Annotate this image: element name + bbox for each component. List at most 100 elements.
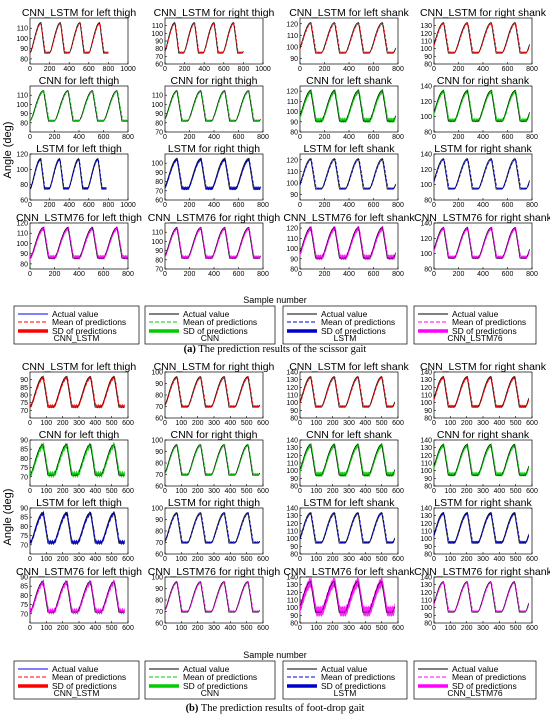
x-tick-label: 400 [73,271,85,278]
x-tick-label: 0 [298,134,302,141]
y-tick-label: 120 [420,590,432,597]
actual-series-line [299,22,396,54]
x-tick-label: 400 [343,66,355,73]
legend-actual-label: Actual value [321,664,368,674]
y-tick-label: 100 [151,506,163,513]
subplot-title: CNN_LSTM76 for left thigh [16,566,142,578]
y-tick-label: 110 [287,99,298,106]
x-tick-label: 0 [163,202,167,209]
y-tick-label: 110 [421,598,432,605]
mean-prediction-line [299,580,396,614]
legend-model-name: CNN [201,688,219,698]
actual-series-line [299,376,396,408]
x-tick-label: 400 [89,420,101,427]
subplot-title: CNN_LSTM for left thigh [22,361,137,373]
subplot-a-1-2: CNN for left shank 0 200 400 600 800 80 90 100 11… [286,75,404,141]
subplot-a-0-0: CNN_LSTM for left thigh 0 200 400 600 800 1000… [16,7,136,73]
y-tick-label: 80 [20,182,28,189]
mean-prediction-line [164,22,244,53]
y-tick-label: 75 [20,533,28,540]
x-tick-label: 600 [392,488,404,495]
y-tick-label: 110 [17,231,28,238]
mean-prediction-line [433,158,530,189]
actual-series-line [29,376,125,408]
x-tick-label: 600 [233,202,245,209]
x-tick-label: 200 [184,134,196,141]
actual-series-line [29,90,128,122]
x-tick-label: 800 [103,202,115,209]
y-tick-label: 100 [420,114,432,121]
subplot-b-0-0: CNN_LSTM for left thigh 0 100 200 300 400 500 6… [20,361,136,427]
y-tick-label: 80 [424,552,432,559]
plot-frame [164,576,264,624]
x-tick-label: 100 [444,556,456,563]
subplot-title: CNN_LSTM for right thigh [154,7,275,19]
y-axis-label-b: Angle (deg) [2,489,14,546]
subplot-a-3-1: CNN_LSTM76 for right thigh 0 200 400 600 800 7… [148,212,281,278]
y-tick-label: 130 [286,445,298,452]
legend-sd-label: SD of predictions [452,326,517,336]
x-tick-label: 100 [175,488,187,495]
x-tick-label: 300 [73,488,85,495]
x-tick-label: 600 [368,202,380,209]
x-tick-label: 800 [238,66,250,73]
y-tick-label: 90 [155,170,163,177]
x-tick-label: 0 [163,420,167,427]
x-tick-label: 0 [28,556,32,563]
x-tick-label: 500 [241,625,253,632]
plot-frame [299,507,399,555]
legend-mean-label: Mean of predictions [452,317,526,327]
y-tick-label: 90 [155,586,163,593]
y-tick-label: 100 [286,180,298,187]
y-tick-label: 100 [420,400,432,407]
mean-prediction-line [29,226,129,259]
y-tick-label: 80 [424,621,432,628]
subplot-title: CNN for right thigh [171,75,258,87]
y-tick-label: 60 [155,621,163,628]
x-tick-label: 400 [63,202,75,209]
x-tick-label: 600 [526,625,538,632]
x-tick-label: 600 [122,556,134,563]
x-tick-label: 800 [257,134,269,141]
x-tick-label: 0 [28,202,32,209]
x-tick-label: 100 [40,625,52,632]
x-tick-label: 600 [502,134,514,141]
plot-frame [299,371,399,419]
subplot-title: LSTM for left thigh [36,143,122,155]
subplot-a-2-2: LSTM for left shank 0 200 400 600 800 90 100 110… [286,143,404,209]
y-tick-label: 120 [420,167,432,174]
y-tick-label: 110 [152,23,163,30]
y-tick-label: 90 [20,111,28,118]
x-tick-label: 0 [28,271,32,278]
y-tick-label: 90 [290,119,298,126]
x-tick-label: 800 [122,271,134,278]
y-tick-label: 70 [155,54,163,61]
legend-actual-label: Actual value [321,309,368,319]
subplot-title: CNN for left shank [306,75,393,87]
legend-model-name: LSTM [334,333,357,343]
y-tick-label: 90 [155,248,163,255]
y-tick-label: 100 [420,605,432,612]
y-tick-label: 70 [20,474,28,481]
subplot-a-3-3: CNN_LSTM76 for right shank 0 200 400 600 800 8… [414,212,550,278]
x-tick-label: 300 [477,625,489,632]
actual-series-line [29,22,109,54]
mean-prediction-line [29,375,125,408]
y-tick-label: 120 [286,385,298,392]
plot-frame [164,439,264,487]
mean-prediction-line [29,579,126,614]
legend-actual-label: Actual value [452,664,499,674]
y-tick-label: 100 [16,102,28,109]
x-tick-label: 600 [122,625,134,632]
plot-frame [299,153,399,201]
y-tick-label: 90 [20,251,28,258]
y-tick-label: 80 [424,62,432,69]
y-tick-label: 70 [20,408,28,415]
y-tick-label: 90 [155,39,163,46]
y-tick-label: 90 [20,575,28,582]
y-tick-label: 70 [20,542,28,549]
y-tick-label: 80 [155,120,163,127]
subplot-title: CNN_LSTM for left shank [289,7,409,19]
